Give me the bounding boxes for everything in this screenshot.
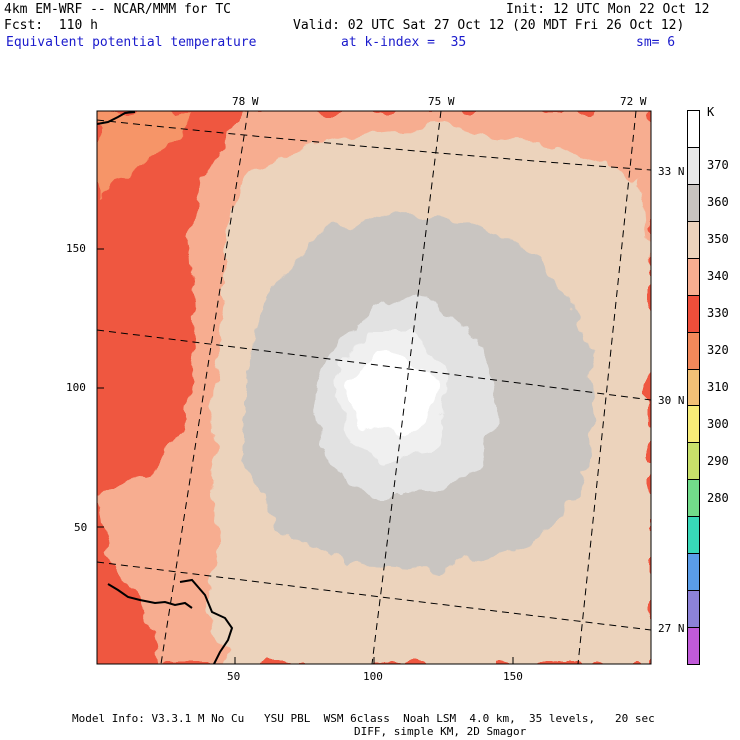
colorbar-unit: K: [707, 105, 715, 119]
colorbar-label: 340: [707, 269, 729, 284]
colorbar-swatch: [687, 331, 700, 370]
colorbar-swatch: [687, 110, 700, 148]
graticule: [97, 111, 651, 664]
colorbar-label: 370: [707, 158, 729, 173]
colorbar-label: 290: [707, 453, 729, 468]
colorbar-swatch: [687, 183, 700, 222]
x-tick-150: 150: [503, 670, 523, 683]
forecast-hour: Fcst: 110 h: [4, 18, 98, 33]
colorbar-label: 330: [707, 306, 729, 321]
colorbar-swatch: [687, 294, 700, 333]
colorbar-swatch: [687, 220, 700, 259]
model-title: 4km EM-WRF -- NCAR/MMM for TC: [4, 2, 231, 17]
colorbar-swatch: [687, 368, 700, 407]
colorbar-swatch: [687, 553, 700, 592]
colorbar-swatch: [687, 479, 700, 518]
model-info: Model Info: V3.3.1 M No Cu YSU PBL WSM 6…: [72, 712, 655, 725]
lat-label-27n: 27 N: [658, 622, 685, 635]
colorbar-swatch: [687, 146, 700, 185]
level-info: at k-index = 35: [341, 35, 467, 50]
colorbar-label: 360: [707, 195, 729, 210]
smoothing-info: sm= 6: [636, 35, 676, 50]
colorbar-label: 350: [707, 232, 729, 247]
colorbar-swatch: [687, 627, 700, 665]
model-info-2: DIFF, simple KM, 2D Smagor: [354, 725, 527, 738]
y-tick-150: 150: [66, 242, 86, 255]
colorbar-swatch: [687, 405, 700, 444]
x-tick-100: 100: [363, 670, 383, 683]
lon-label-75w: 75 W: [428, 95, 455, 108]
axis-ticks: [97, 248, 514, 664]
colorbar-label: 280: [707, 490, 729, 505]
lat-label-33n: 33 N: [658, 165, 685, 178]
colorbar-swatch: [687, 442, 700, 481]
y-tick-50: 50: [74, 521, 88, 534]
lat-label-30n: 30 N: [658, 394, 685, 407]
colorbar-swatch: [687, 590, 700, 629]
theta-e-370-region: [347, 357, 437, 433]
field-name: Equivalent potential temperature: [6, 35, 257, 50]
colorbar-label: 300: [707, 416, 729, 431]
theta-e-330-patch: [97, 111, 190, 200]
coastline: [97, 111, 234, 664]
colorbar-label: 310: [707, 380, 729, 394]
valid-time: Valid: 02 UTC Sat 27 Oct 12 (20 MDT Fri …: [293, 18, 685, 33]
colorbar-swatch: [687, 516, 700, 555]
x-tick-50: 50: [227, 670, 241, 683]
colorbar-swatch: [687, 257, 700, 296]
y-tick-100: 100: [66, 381, 86, 394]
init-time: Init: 12 UTC Mon 22 Oct 12: [506, 2, 710, 17]
colorbar-label: 320: [707, 343, 729, 358]
lon-label-78w: 78 W: [232, 95, 259, 108]
lon-label-72w: 72 W: [620, 95, 647, 108]
